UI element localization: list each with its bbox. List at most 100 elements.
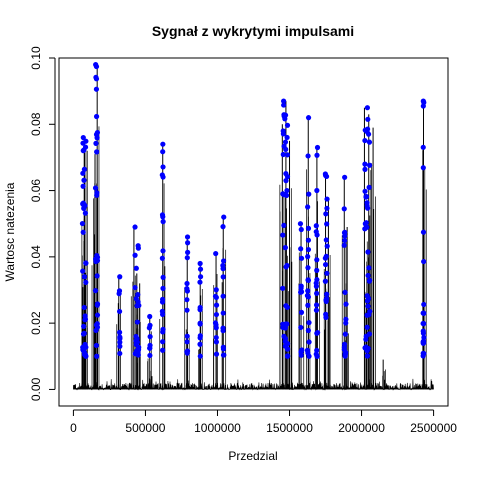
pulse-point <box>147 352 153 359</box>
pulse-point <box>280 128 286 134</box>
pulse-point <box>93 86 100 92</box>
pulse-point <box>313 229 319 235</box>
pulse-point <box>280 285 286 291</box>
pulse-point <box>282 245 288 251</box>
y-tick-label: 0.02 <box>29 311 43 335</box>
x-tick-label: 1000000 <box>194 421 241 435</box>
pulse-point <box>298 324 304 331</box>
pulse-point <box>213 311 220 318</box>
pulse-point <box>282 325 288 331</box>
pulse-point <box>134 350 140 357</box>
pulse-point <box>82 341 88 348</box>
pulse-point <box>184 333 190 339</box>
pulse-point <box>220 224 226 230</box>
pulse-point <box>220 352 227 358</box>
pulse-point <box>365 205 371 211</box>
pulse-point <box>342 237 348 244</box>
pulse-point <box>81 166 87 172</box>
pulse-point <box>94 254 101 260</box>
pulse-point <box>160 248 166 254</box>
pulse-point <box>420 353 426 359</box>
pulse-point <box>305 277 311 283</box>
pulse-point <box>305 246 312 253</box>
pulse-point <box>314 257 320 263</box>
pulse-point <box>342 331 348 337</box>
pulse-point <box>221 214 227 220</box>
pulse-point <box>323 314 329 320</box>
pulse-point <box>314 290 320 297</box>
pulse-point <box>314 353 320 359</box>
pulse-point <box>306 353 312 359</box>
pulse-point <box>283 303 289 309</box>
pulse-point <box>284 187 290 194</box>
pulse-point <box>213 294 219 301</box>
pulse-point <box>184 280 190 287</box>
pulse-point <box>93 63 100 70</box>
pulse-point <box>83 279 89 285</box>
pulse-point <box>197 341 203 347</box>
pulse-point <box>281 192 287 198</box>
pulse-point <box>421 301 427 308</box>
pulse-point <box>184 255 190 261</box>
pulse-point <box>420 103 426 109</box>
pulse-point <box>305 327 311 334</box>
x-tick-label: 2500000 <box>410 421 457 435</box>
pulse-point <box>362 161 368 167</box>
pulse-point <box>94 353 100 359</box>
pulse-point <box>362 345 368 351</box>
pulse-point <box>185 240 191 246</box>
y-tick-label: 0.10 <box>29 46 43 70</box>
y-tick-label: 0.08 <box>29 112 43 136</box>
pulse-point <box>93 342 99 349</box>
pulse-point <box>343 316 349 322</box>
pulse-point <box>220 310 226 316</box>
pulse-point <box>79 220 86 227</box>
pulse-point <box>324 205 330 211</box>
pulse-point <box>184 234 191 240</box>
pulse-point <box>147 334 153 340</box>
pulse-point <box>305 115 312 121</box>
pulse-point <box>324 291 330 297</box>
pulse-point <box>160 219 166 225</box>
pulse-point <box>343 301 349 307</box>
pulse-point <box>364 200 370 206</box>
pulse-point <box>363 193 369 200</box>
pulse-point <box>421 258 427 265</box>
pulse-point <box>366 184 372 190</box>
pulse-point <box>197 320 203 326</box>
pulse-point <box>366 162 373 168</box>
pulse-point <box>117 329 123 335</box>
pulse-point <box>80 140 86 146</box>
pulse-point <box>280 232 286 238</box>
pulse-point <box>305 288 311 294</box>
pulse-point <box>420 144 426 150</box>
pulse-point <box>314 152 320 158</box>
pulse-point <box>116 291 122 297</box>
pulse-point <box>197 274 204 280</box>
pulse-point <box>197 307 203 313</box>
pulse-point <box>93 140 99 146</box>
pulse-point <box>117 343 123 349</box>
pulse-point <box>197 353 203 359</box>
pulse-point <box>220 262 226 269</box>
pulse-point <box>282 112 289 118</box>
pulse-point <box>159 172 165 178</box>
chart-title: Sygnał z wykrytymi impulsami <box>152 23 354 39</box>
pulse-point <box>80 134 86 141</box>
pulse-point <box>80 229 86 235</box>
pulse-point <box>117 350 123 357</box>
pulse-point <box>283 264 289 270</box>
pulse-point <box>220 325 226 331</box>
pulse-point <box>342 174 348 180</box>
pulse-point <box>306 191 312 197</box>
pulse-point <box>305 237 312 243</box>
pulse-point <box>94 149 100 155</box>
pulse-point <box>160 164 166 170</box>
pulse-point <box>135 291 141 298</box>
pulse-point <box>197 260 203 267</box>
pulse-point <box>93 76 100 82</box>
pulse-point <box>298 283 304 289</box>
pulse-point <box>159 311 166 317</box>
